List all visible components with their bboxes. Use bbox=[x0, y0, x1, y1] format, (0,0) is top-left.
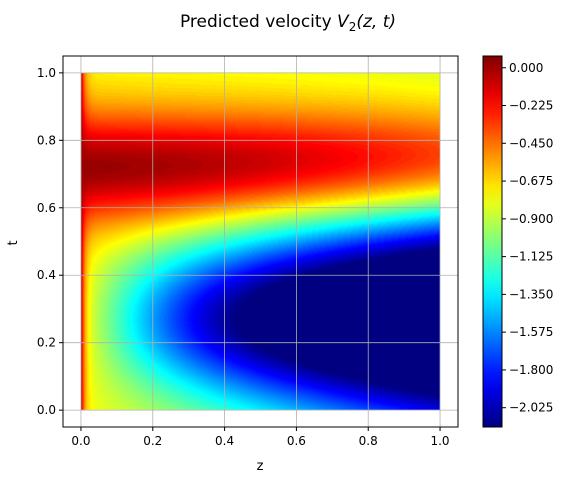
x-tick-label: 0.8 bbox=[359, 434, 378, 448]
plot-frame bbox=[62, 55, 459, 428]
y-tick-label: 0.0 bbox=[37, 403, 56, 417]
y-tick-label: 0.2 bbox=[37, 336, 56, 350]
colorbar-tick-label: −0.675 bbox=[509, 174, 553, 188]
y-tick-label: 0.6 bbox=[37, 201, 56, 215]
x-tick-label: 1.0 bbox=[430, 434, 449, 448]
colorbar: 0.000 −0.225 −0.450 −0.675 −0.900 −1.125 −1.35… bbox=[482, 55, 553, 428]
chart-title-args: (z, t) bbox=[356, 12, 396, 32]
colorbar-tick-label: 0.000 bbox=[509, 61, 543, 75]
colorbar-tick-label: −1.125 bbox=[509, 250, 553, 264]
x-tick-label: 0.0 bbox=[71, 434, 90, 448]
grid-lines bbox=[63, 56, 458, 427]
colorbar-tick-label: −0.450 bbox=[509, 136, 553, 150]
x-axis-label: z bbox=[257, 459, 264, 474]
chart-title-subscript: 2 bbox=[349, 20, 357, 34]
plot-area: 0.0 0.2 0.4 0.6 0.8 1.0 0.0 0.2 0.4 0.6 0.8 1.0 bbox=[37, 55, 459, 448]
y-tick-label: 0.4 bbox=[37, 268, 56, 282]
chart-title: Predicted velocity V2(z, t) bbox=[180, 12, 396, 34]
y-axis-label: t bbox=[6, 240, 21, 245]
colorbar-gradient bbox=[483, 56, 502, 427]
colorbar-tick-label: −0.225 bbox=[509, 99, 553, 113]
chart-title-var: V bbox=[337, 12, 350, 32]
y-tick-label: 0.8 bbox=[37, 133, 56, 147]
colorbar-ticks: 0.000 −0.225 −0.450 −0.675 −0.900 −1.125 −1.35… bbox=[502, 61, 553, 415]
x-tick-label: 0.4 bbox=[215, 434, 234, 448]
y-axis-ticks: 0.0 0.2 0.4 0.6 0.8 1.0 bbox=[37, 66, 63, 417]
x-tick-label: 0.6 bbox=[287, 434, 306, 448]
colorbar-tick-label: −1.350 bbox=[509, 287, 553, 301]
y-tick-label: 1.0 bbox=[37, 66, 56, 80]
heatmap-image bbox=[80, 72, 440, 410]
colorbar-tick-label: −0.900 bbox=[509, 212, 553, 226]
x-axis-ticks: 0.0 0.2 0.4 0.6 0.8 1.0 bbox=[71, 427, 450, 448]
colorbar-tick-label: −2.025 bbox=[509, 401, 553, 415]
x-tick-label: 0.2 bbox=[143, 434, 162, 448]
colorbar-tick-label: −1.575 bbox=[509, 325, 553, 339]
colorbar-tick-label: −1.800 bbox=[509, 363, 553, 377]
colorbar-frame bbox=[482, 55, 503, 428]
chart-title-prefix: Predicted velocity bbox=[180, 12, 337, 32]
